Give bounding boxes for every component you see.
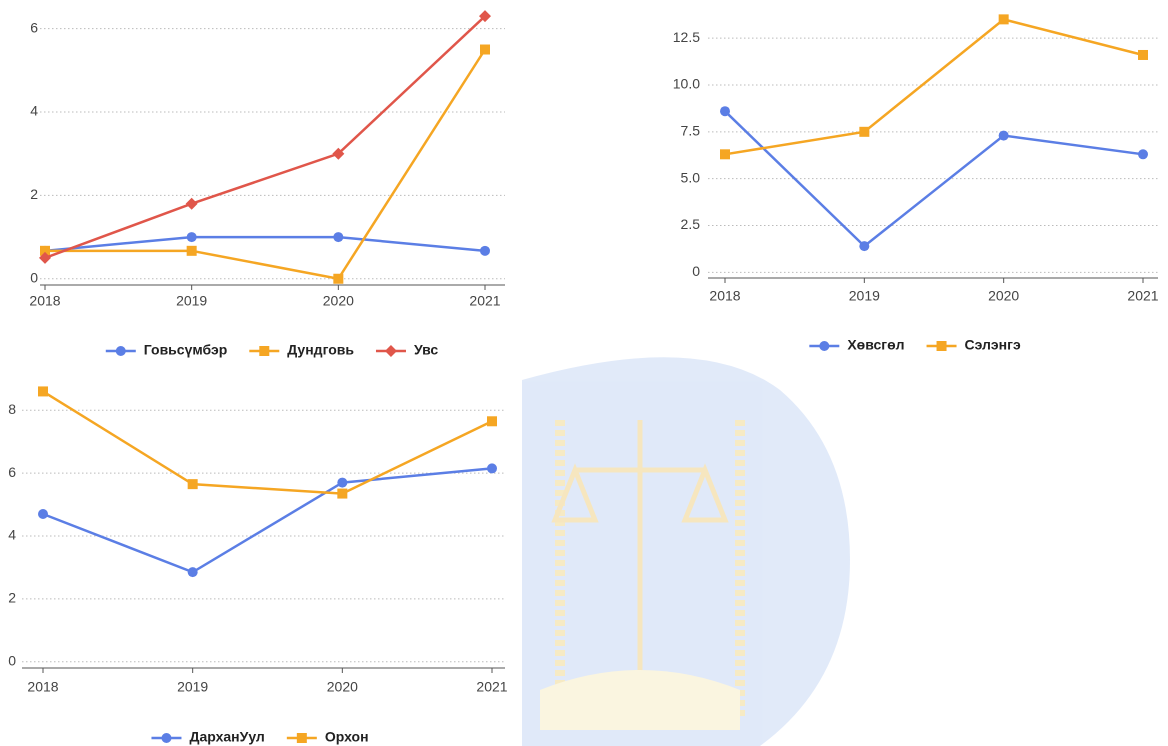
marker xyxy=(259,346,269,356)
marker xyxy=(385,345,397,357)
y-tick-label: 4 xyxy=(8,527,16,543)
legend-label: Увс xyxy=(414,342,438,358)
x-tick-label: 2021 xyxy=(469,293,500,309)
legend-item: Сэлэнгэ xyxy=(927,337,1021,353)
legend: Хөвсгөл Сэлэнгэ xyxy=(809,337,1021,353)
marker xyxy=(333,274,343,284)
legend-item: Дундговь xyxy=(249,342,354,358)
series-line xyxy=(43,468,492,572)
marker xyxy=(337,489,347,499)
marker xyxy=(38,509,48,519)
legend: ДарханУул Орхон xyxy=(151,729,368,745)
y-tick-label: 8 xyxy=(8,401,16,417)
marker xyxy=(720,106,730,116)
marker xyxy=(188,479,198,489)
marker xyxy=(187,246,197,256)
dashboard: 0 2 4 6 2018 2019 2020 2021 Говьсүмбэр Дундговь Ув… xyxy=(0,0,1168,746)
background-emblem xyxy=(522,357,850,746)
marker xyxy=(187,232,197,242)
marker xyxy=(487,416,497,426)
marker xyxy=(1138,149,1148,159)
marker xyxy=(38,386,48,396)
legend-item: ДарханУул xyxy=(151,729,264,745)
marker xyxy=(186,198,198,210)
x-tick-label: 2021 xyxy=(476,679,507,695)
marker xyxy=(480,246,490,256)
marker xyxy=(937,341,947,351)
y-tick-label: 6 xyxy=(8,464,16,480)
x-tick-label: 2019 xyxy=(176,293,207,309)
y-tick-label: 0 xyxy=(30,269,38,285)
marker xyxy=(720,149,730,159)
x-tick-label: 2019 xyxy=(177,679,208,695)
marker xyxy=(188,567,198,577)
marker xyxy=(859,241,869,251)
x-tick-label: 2021 xyxy=(1127,288,1158,304)
y-tick-label: 2 xyxy=(30,186,38,202)
x-tick-label: 2020 xyxy=(327,679,358,695)
x-tick-label: 2019 xyxy=(849,288,880,304)
y-tick-label: 2.5 xyxy=(681,216,701,232)
legend-item: Орхон xyxy=(287,729,369,745)
series-line xyxy=(43,391,492,493)
marker xyxy=(999,14,1009,24)
y-tick-label: 2 xyxy=(8,590,16,606)
legend-item: Говьсүмбэр xyxy=(106,342,228,358)
marker xyxy=(333,232,343,242)
x-tick-label: 2020 xyxy=(988,288,1019,304)
legend-item: Хөвсгөл xyxy=(809,337,904,353)
y-tick-label: 12.5 xyxy=(673,29,700,45)
marker xyxy=(819,341,829,351)
legend-label: Дундговь xyxy=(287,342,354,358)
legend-label: Орхон xyxy=(325,729,369,745)
y-tick-label: 5.0 xyxy=(681,169,701,185)
legend-label: Хөвсгөл xyxy=(847,337,904,353)
y-tick-label: 10.0 xyxy=(673,76,700,92)
y-tick-label: 0 xyxy=(8,652,16,668)
line-chart: 0 2 4 6 2018 2019 2020 2021 xyxy=(29,10,505,309)
legend-label: ДарханУул xyxy=(189,729,264,745)
legend-label: Сэлэнгэ xyxy=(965,337,1021,353)
y-tick-label: 0 xyxy=(692,263,700,279)
marker xyxy=(297,733,307,743)
legend-item: Увс xyxy=(376,342,438,358)
line-chart: 0 2 4 6 8 2018 2019 2020 2021 xyxy=(8,386,508,694)
y-tick-label: 4 xyxy=(30,103,38,119)
legend: Говьсүмбэр Дундговь Увс xyxy=(106,342,439,358)
marker xyxy=(859,127,869,137)
marker xyxy=(161,733,171,743)
y-tick-label: 7.5 xyxy=(681,123,701,139)
marker xyxy=(487,463,497,473)
x-tick-label: 2018 xyxy=(29,293,60,309)
series-line xyxy=(725,19,1143,154)
marker xyxy=(116,346,126,356)
x-tick-label: 2018 xyxy=(27,679,58,695)
x-tick-label: 2020 xyxy=(323,293,354,309)
line-chart: 0 2.5 5.0 7.5 10.0 12.5 2018 2019 2020 2021 xyxy=(673,14,1159,303)
marker xyxy=(1138,50,1148,60)
series-line xyxy=(45,237,485,251)
series-line xyxy=(45,16,485,258)
x-tick-label: 2018 xyxy=(709,288,740,304)
legend-label: Говьсүмбэр xyxy=(144,342,228,358)
y-tick-label: 6 xyxy=(30,19,38,35)
marker xyxy=(999,131,1009,141)
marker xyxy=(480,45,490,55)
marker xyxy=(337,478,347,488)
